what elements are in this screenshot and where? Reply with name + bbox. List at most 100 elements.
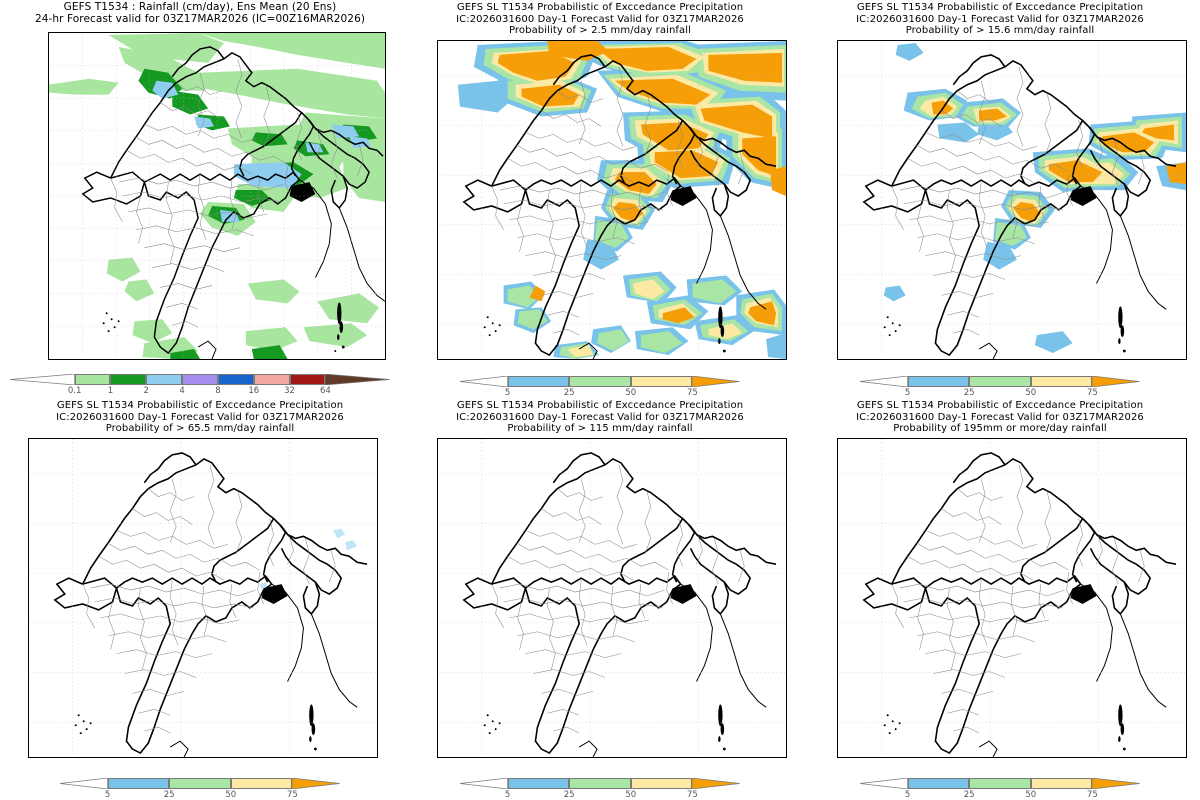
map-canvas [838, 41, 1186, 359]
colorbar-tick-label: 2 [143, 386, 149, 396]
colorbar-tick-label: 50 [1025, 388, 1037, 398]
colorbar-tick-label: 0.1 [67, 386, 82, 396]
y-axis-tick-mark [48, 310, 49, 311]
colorbar-tick-label: 25 [563, 790, 575, 800]
colorbar-segment [182, 374, 218, 385]
colorbar-probability: 5 25 50 75 [460, 778, 740, 800]
colorbar-segment [217, 374, 254, 385]
india-national-boundary [81, 46, 384, 355]
ganges-delta-fill [1070, 186, 1097, 206]
lakshadweep-islands [102, 312, 120, 333]
y-axis-tick-mark [437, 324, 438, 325]
y-axis-tick-mark [437, 274, 438, 275]
x-axis-tick-mark [233, 359, 234, 360]
colorbar-tick-label: 25 [163, 790, 175, 800]
x-axis-tick-mark [166, 359, 167, 360]
y-axis-tick-mark [437, 75, 438, 76]
map-plot-area: 70E80E90E10N15N20N25N30N35N [28, 438, 378, 758]
y-axis-tick-mark [437, 125, 438, 126]
x-axis-tick-mark [699, 757, 700, 758]
panel-title-line-3: Probability of > 2.5 mm/day rainfall [508, 25, 692, 36]
y-axis-tick-mark [28, 523, 29, 524]
y-axis-tick-mark [437, 473, 438, 474]
map-plot-area: 70E80E90E10N15N20N25N30N35N [437, 40, 787, 360]
colorbar-probability: 5 25 50 75 [860, 376, 1140, 398]
colorbar-tick-label: 25 [963, 388, 975, 398]
y-axis-tick-mark [837, 125, 838, 126]
colorbar-segment [107, 778, 170, 789]
map-plot-area: 69E72E75E78E81E84E87E90E93E96E9N12N15N18… [48, 32, 386, 360]
colorbar-segment [253, 374, 290, 385]
colorbar-segment [569, 376, 631, 387]
colorbar-probability: 5 25 50 75 [460, 376, 740, 398]
x-axis-tick-mark [881, 757, 882, 758]
y-axis-tick-mark [437, 672, 438, 673]
colorbar-segment [630, 376, 693, 387]
colorbar-high-wedge [1092, 376, 1140, 387]
x-axis-tick-mark [65, 359, 66, 360]
panel-title-block: GEFS SL T1534 Probabilistic of Exccedanc… [800, 2, 1200, 37]
y-axis-tick-mark [837, 324, 838, 325]
map-canvas [438, 41, 786, 359]
y-axis-tick-mark [48, 179, 49, 180]
neighbouring-coastlines [169, 583, 358, 757]
x-axis-tick-mark [181, 757, 182, 758]
colorbar-segment [907, 376, 970, 387]
y-axis-tick-mark [48, 81, 49, 82]
panel-poe-195mm: GEFS SL T1534 Probabilistic of Exccedanc… [800, 400, 1200, 800]
colorbar-tick-label: 5 [504, 790, 511, 800]
colorbar-tick-label: 5 [104, 790, 111, 800]
probability-shading [457, 41, 786, 359]
y-axis-tick-mark [837, 573, 838, 574]
y-axis-tick-mark [437, 722, 438, 723]
x-axis-tick-mark [1099, 359, 1100, 360]
colorbar-segment [969, 778, 1031, 789]
x-axis-tick-mark [133, 359, 134, 360]
x-axis-tick-mark [590, 757, 591, 758]
andaman-nicobar-islands [718, 306, 726, 353]
lakshadweep-islands [883, 714, 901, 735]
map-canvas [838, 439, 1186, 757]
map-plot-area: 70E80E90E10N15N20N25N30N35N [837, 438, 1187, 758]
panel-title-line-3: Probability of > 15.6 mm/day rainfall [905, 25, 1095, 36]
colorbar-segment [907, 778, 970, 789]
y-axis-tick-mark [837, 175, 838, 176]
y-axis-tick-mark [28, 473, 29, 474]
colorbar-tick-label: 75 [1086, 388, 1098, 398]
x-axis-tick-mark [481, 359, 482, 360]
colorbar-segment [169, 778, 231, 789]
colorbar-low-wedge [460, 376, 508, 387]
x-axis-tick-mark [334, 359, 335, 360]
colorbar-tick-label: 75 [686, 790, 698, 800]
panel-title-line-3: Probability of > 115 mm/day rainfall [507, 423, 693, 434]
y-axis-tick-mark [837, 224, 838, 225]
map-gridlines [838, 41, 1186, 359]
colorbar-tick-label: 50 [625, 388, 637, 398]
andaman-nicobar-islands [718, 704, 726, 751]
y-axis-tick-mark [437, 622, 438, 623]
x-axis-tick-mark [368, 359, 369, 360]
y-axis-tick-mark [28, 573, 29, 574]
map-canvas [438, 439, 786, 757]
x-axis-tick-mark [481, 757, 482, 758]
lakshadweep-islands [74, 714, 92, 735]
panel-poe-65p5mm: GEFS SL T1534 Probabilistic of Exccedanc… [0, 400, 400, 800]
colorbar-tick-label: 1 [107, 386, 114, 396]
x-axis-tick-mark [72, 757, 73, 758]
panel-title-line-1: GEFS SL T1534 Probabilistic of Exccedanc… [456, 400, 744, 411]
lakshadweep-islands [883, 316, 901, 337]
colorbar-segment [289, 374, 326, 385]
colorbar-low-wedge [860, 778, 908, 789]
india-national-boundary [53, 452, 368, 755]
panel-title-line-2: 24-hr Forecast valid for 03Z17MAR2026 (I… [34, 12, 366, 25]
ganges-delta-fill [670, 186, 697, 206]
colorbar-tick-label: 50 [1025, 790, 1037, 800]
colorbar-segment [630, 778, 693, 789]
map-gridlines [438, 41, 786, 359]
colorbar-tick-label: 50 [225, 790, 237, 800]
x-axis-tick-mark [290, 757, 291, 758]
colorbar-segment [230, 778, 293, 789]
y-axis-tick-mark [48, 212, 49, 213]
y-axis-tick-mark [48, 147, 49, 148]
